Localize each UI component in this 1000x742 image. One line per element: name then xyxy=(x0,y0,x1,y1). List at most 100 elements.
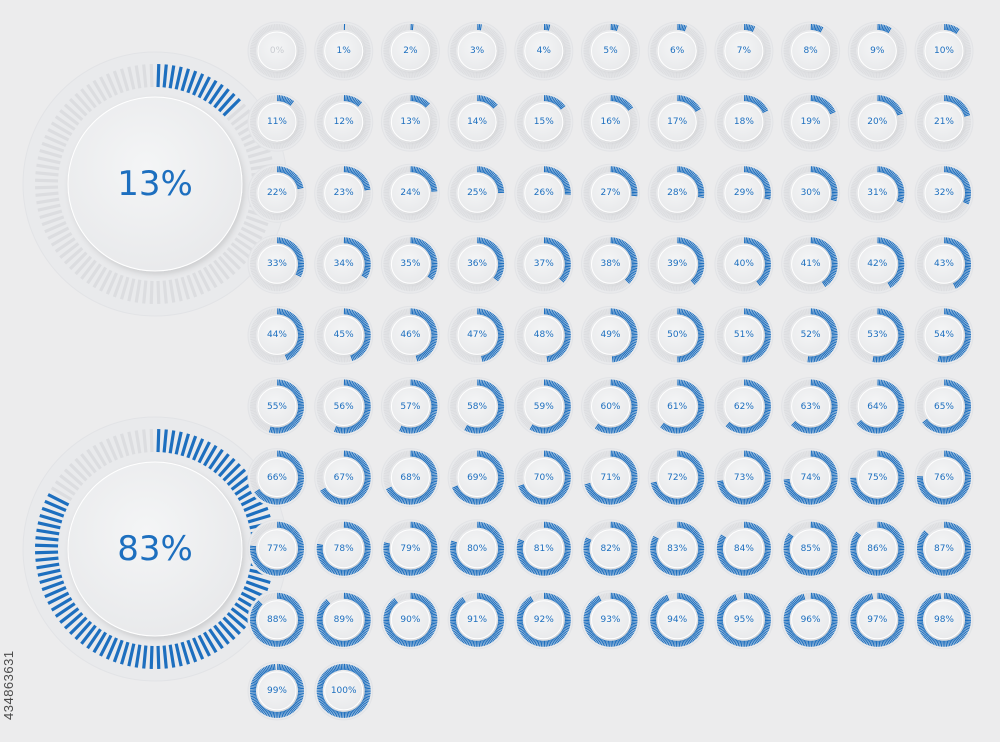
gauge-12 xyxy=(314,92,374,152)
gauge-tick-empty xyxy=(697,46,704,49)
gauge-tick-filled xyxy=(357,172,362,178)
gauge-tick-empty xyxy=(359,105,366,110)
gauge-tick-empty xyxy=(662,68,667,75)
gauge-tick-empty xyxy=(457,207,463,213)
gauge-tick-empty xyxy=(851,56,858,60)
gauge-tick-filled xyxy=(613,95,616,102)
gauge-tick-empty xyxy=(872,95,875,102)
gauge-tick-empty xyxy=(594,28,600,34)
gauge-tick-empty xyxy=(692,64,698,70)
gauge-tick-empty xyxy=(420,139,425,146)
gauge-tick-empty xyxy=(717,55,724,58)
gauge-tick-empty xyxy=(324,207,330,213)
gauge-tick-empty xyxy=(746,71,749,78)
gauge-tick-filled xyxy=(812,166,814,173)
gauge-tick-empty xyxy=(784,126,791,129)
gauge-tick-empty xyxy=(525,101,531,107)
gauge-tick-empty xyxy=(349,24,352,31)
gauge-tick-empty xyxy=(681,142,684,149)
gauge-tick-empty xyxy=(660,100,665,106)
gauge-tick-filled xyxy=(963,110,969,115)
gauge-tick-empty xyxy=(853,61,860,66)
gauge-tick-empty xyxy=(325,172,331,178)
gauge-tick-empty xyxy=(295,131,302,135)
gauge-dial-face xyxy=(390,102,430,142)
gauge-7 xyxy=(714,21,774,81)
gauge-tick-empty xyxy=(716,47,724,50)
gauge-tick-empty xyxy=(611,142,614,150)
gauge-tick-empty xyxy=(54,237,76,253)
gauge-tick-filled xyxy=(35,543,59,548)
gauge-tick-empty xyxy=(340,24,343,31)
gauge-8 xyxy=(781,21,841,81)
gauge-tick-empty xyxy=(599,26,603,32)
gauge-tick-empty xyxy=(428,36,434,41)
gauge-tick-empty xyxy=(362,109,369,114)
gauge-tick-empty xyxy=(696,110,703,115)
gauge-tick-filled xyxy=(362,181,369,186)
gauge-tick-empty xyxy=(589,135,596,141)
gauge-tick-filled xyxy=(560,105,566,110)
gauge-tick-filled xyxy=(550,167,554,174)
gauge-tick-empty xyxy=(856,103,862,109)
gauge-tick-empty xyxy=(427,62,434,67)
gauge-tick-empty xyxy=(552,140,557,147)
gauge-tick-filled xyxy=(681,24,684,31)
gauge-tick-empty xyxy=(359,135,365,141)
gauge-tick-empty xyxy=(535,24,539,31)
gauge-tick-empty xyxy=(850,265,857,268)
gauge-tick-empty xyxy=(722,134,728,140)
gauge-tick-empty xyxy=(604,24,607,31)
gauge-tick-filled xyxy=(556,100,561,106)
gauge-tick-empty xyxy=(824,137,829,143)
gauge-tick-empty xyxy=(602,71,606,78)
gauge-tick-empty xyxy=(289,138,294,144)
gauge-tick-empty xyxy=(424,136,430,142)
gauge-tick-filled xyxy=(37,521,61,530)
gauge-17 xyxy=(647,92,707,152)
gauge-tick-empty xyxy=(917,52,924,55)
gauge-dial-face xyxy=(857,102,897,142)
gauge-tick-empty xyxy=(253,178,260,183)
gauge-tick-empty xyxy=(318,57,325,61)
gauge-tick-empty xyxy=(517,115,524,119)
gauge-tick-empty xyxy=(957,66,963,72)
gauge-28 xyxy=(647,163,707,223)
gauge-tick-filled xyxy=(180,641,191,665)
gauge-tick-empty xyxy=(517,126,524,129)
gauge-tick-filled xyxy=(829,110,836,115)
gauge-tick-empty xyxy=(764,52,771,55)
gauge-tick-empty xyxy=(265,26,270,32)
gauge-tick-empty xyxy=(452,39,459,44)
gauge-tick-empty xyxy=(470,95,474,102)
gauge-tick-filled xyxy=(891,102,897,108)
gauge-tick-empty xyxy=(757,66,763,72)
gauge-tick-empty xyxy=(521,133,527,138)
gauge-tick-empty xyxy=(453,178,460,183)
gauge-tick-empty xyxy=(664,26,669,33)
gauge-tick-filled xyxy=(631,190,638,192)
gauge-tick-filled xyxy=(284,168,289,175)
gauge-tick-filled xyxy=(948,24,951,31)
gauge-tick-empty xyxy=(250,261,257,263)
gauge-tick-empty xyxy=(349,71,352,78)
gauge-tick-empty xyxy=(325,137,331,143)
gauge-tick-empty xyxy=(788,34,795,39)
gauge-tick-filled xyxy=(427,177,434,182)
gauge-tick-empty xyxy=(526,67,532,73)
gauge-tick-empty xyxy=(386,107,393,112)
gauge-dial-face xyxy=(524,31,564,71)
gauge-tick-empty xyxy=(297,44,304,47)
gauge-tick-empty xyxy=(631,119,638,121)
gauge-tick-empty xyxy=(534,70,538,77)
gauge-tick-empty xyxy=(555,68,560,74)
gauge-tick-empty xyxy=(928,68,933,74)
gauge-tick-empty xyxy=(50,121,73,137)
gauge-tick-empty xyxy=(522,105,528,110)
gauge-tick-empty xyxy=(362,202,369,206)
gauge-tick-empty xyxy=(338,142,341,149)
gauge-tick-empty xyxy=(278,214,281,221)
gauge-tick-empty xyxy=(458,172,464,178)
gauge-10 xyxy=(914,21,974,81)
gauge-tick-empty xyxy=(919,58,925,63)
